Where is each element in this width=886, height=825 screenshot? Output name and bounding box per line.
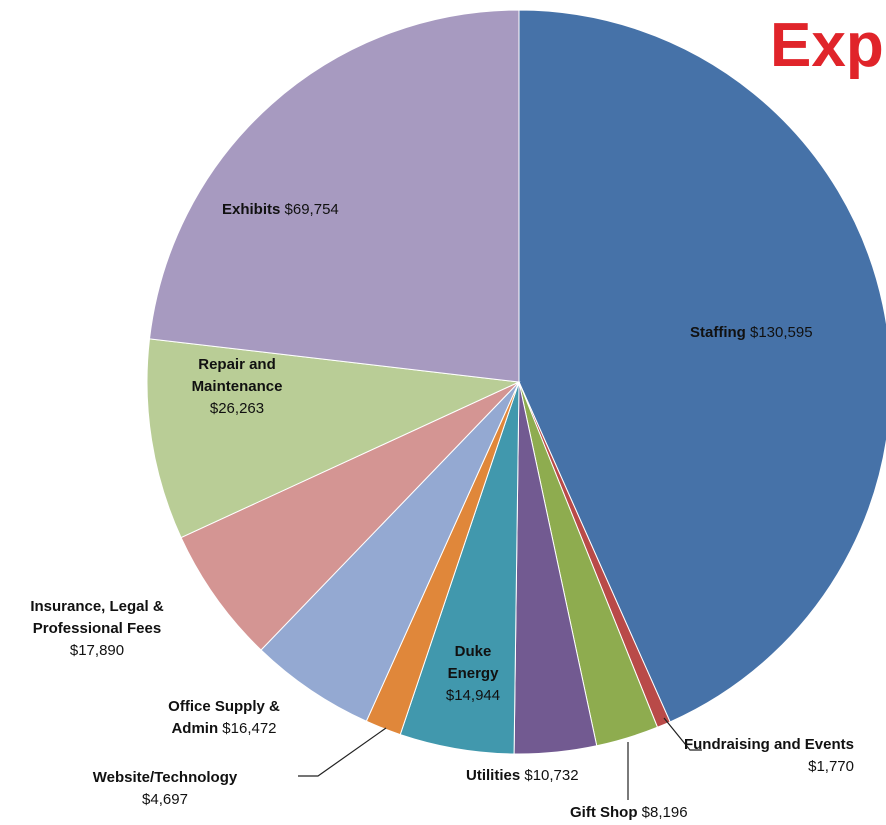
- value-label: $130,595: [750, 324, 813, 341]
- pie-slice: [180, 381, 520, 651]
- value-label: $16,472: [222, 720, 277, 737]
- data-label: Utilities $10,732: [466, 765, 579, 787]
- category-label: Office Supply & Admin: [168, 698, 280, 737]
- pie-slice: [518, 9, 886, 723]
- value-label: $26,263: [209, 400, 265, 417]
- leader-line: [663, 717, 702, 751]
- category-label: Gift Shop: [570, 804, 638, 821]
- value-label: $1,770: [808, 758, 854, 775]
- value-label: $4,697: [142, 791, 188, 808]
- category-label: Insurance, Legal & Professional Fees: [30, 598, 164, 637]
- data-label: Fundraising and Events $1,770: [664, 734, 854, 778]
- value-label: $69,754: [284, 201, 339, 218]
- data-label: Duke Energy $14,944: [428, 641, 518, 707]
- category-label: Exhibits: [222, 201, 281, 218]
- value-label: $10,732: [524, 767, 579, 784]
- leader-line: [298, 727, 387, 777]
- category-label: Fundraising and Events: [683, 736, 854, 753]
- value-label: $17,890: [69, 642, 125, 659]
- category-label: Utilities: [466, 767, 521, 784]
- data-label: Website/Technology $4,697: [80, 767, 250, 811]
- pie-slice: [148, 9, 520, 383]
- data-label: Staffing $130,595: [690, 322, 813, 344]
- data-label: Exhibits $69,754: [222, 199, 339, 221]
- value-label: $8,196: [641, 804, 688, 821]
- value-label: $14,944: [445, 687, 501, 704]
- category-label: Duke Energy: [447, 643, 499, 682]
- pie: [146, 9, 886, 755]
- data-label: Repair and Maintenance $26,263: [177, 354, 297, 420]
- data-label: Office Supply & Admin $16,472: [148, 696, 300, 740]
- data-label: Insurance, Legal & Professional Fees $17,…: [2, 596, 192, 662]
- category-label: Repair and Maintenance: [191, 356, 283, 395]
- category-label: Staffing: [690, 324, 746, 341]
- data-label: Gift Shop $8,196: [570, 802, 688, 824]
- category-label: Website/Technology: [92, 769, 238, 786]
- chart-title: Exp: [770, 11, 884, 80]
- pie-slice: [146, 338, 521, 539]
